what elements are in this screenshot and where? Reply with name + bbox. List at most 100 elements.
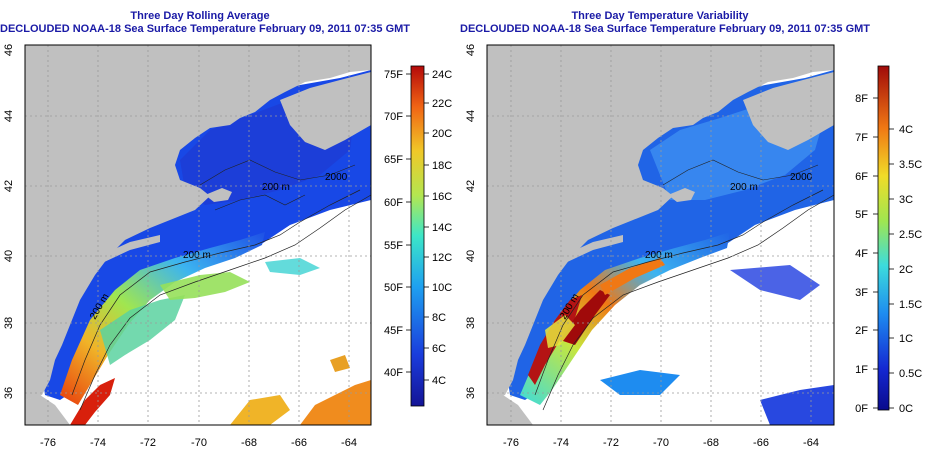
left-map: 200 m 2000 200 m 200 m -76 -74 -72 -70 -… (3, 44, 452, 449)
right-cape-cod (668, 188, 695, 202)
right-ytick: 38 (465, 317, 477, 329)
left-title-line1: Three Day Rolling Average (130, 10, 270, 22)
left-nova-scotia (280, 72, 371, 150)
left-contour-label-3: 200 m (183, 250, 211, 261)
left-title-line2: DECLOUDED NOAA-18 Sea Surface Temperatur… (0, 23, 411, 35)
right-cb-c-label: 0C (899, 403, 913, 415)
right-xtick: -68 (703, 437, 719, 449)
right-ytick: 44 (465, 110, 477, 122)
left-cb-f-label: 65F (384, 154, 403, 166)
right-contour-label-2: 2000 (790, 172, 813, 183)
left-slope-patches (100, 295, 185, 365)
right-cb-f-label: 2F (855, 325, 868, 337)
left-cb-c-label: 12C (432, 252, 452, 264)
right-xtick: -70 (653, 437, 669, 449)
right-sw-patch (600, 370, 680, 395)
left-cb-c-label: 20C (432, 128, 452, 140)
left-cb-c-label: 22C (432, 98, 452, 110)
left-cb-c-label: 18C (432, 160, 452, 172)
left-grid (25, 45, 371, 425)
left-warm-eddy-3 (330, 355, 350, 372)
right-cb-c-label: 1C (899, 333, 913, 345)
left-warm-eddy-2 (230, 395, 290, 425)
right-se-patch (760, 385, 834, 425)
right-contour-200m (534, 189, 824, 396)
right-cb-f-label: 3F (855, 287, 868, 299)
right-cb-c-label: 3.5C (899, 159, 922, 171)
right-xtick: -66 (753, 437, 769, 449)
right-cb-f-label: 7F (855, 132, 868, 144)
left-cyan-patch (265, 258, 320, 275)
left-ytick: 46 (3, 44, 15, 56)
left-xtick: -64 (341, 437, 357, 449)
left-cape-cod (205, 188, 232, 202)
right-cb-f-label: 0F (855, 403, 868, 415)
left-xtick: -66 (291, 437, 307, 449)
right-contour-label-3: 200 m (645, 250, 673, 261)
left-cb-f-label: 70F (384, 111, 403, 123)
left-ytick: 40 (3, 250, 15, 262)
right-cb-c-label: 2C (899, 264, 913, 276)
left-shelf-band (60, 232, 265, 405)
left-ytick: 38 (3, 317, 15, 329)
left-ytick: 36 (3, 387, 15, 399)
right-cb-c-label: 4C (899, 124, 913, 136)
right-x-axis: -76 -74 -72 -70 -68 -66 -64 (503, 437, 819, 449)
right-title: Three Day Temperature Variability DECLOU… (460, 10, 870, 36)
right-ytick: 42 (465, 180, 477, 192)
left-warm-eddy-1 (300, 380, 371, 425)
right-cb-c-label: 1.5C (899, 299, 922, 311)
right-contour-2000 (542, 194, 834, 411)
right-ytick: 46 (465, 44, 477, 56)
left-x-axis: -76 -74 -72 -70 -68 -66 -64 (40, 437, 357, 449)
left-cb-c-label: 6C (432, 343, 446, 355)
right-south-land (487, 395, 533, 425)
left-south-land (25, 395, 70, 425)
left-gulf-stream (70, 378, 115, 425)
left-cb-f-label: 75F (384, 69, 403, 81)
right-map: 200 m 2000 200 m 200 m -76 -74 -72 -70 -… (465, 44, 922, 449)
left-map-frame (24, 44, 372, 426)
left-cb-f-label: 45F (384, 325, 403, 337)
left-land (25, 45, 371, 400)
right-colorbar-ramp (877, 65, 890, 411)
right-land (487, 45, 834, 400)
left-xtick: -76 (40, 437, 56, 449)
left-xtick: -72 (140, 437, 156, 449)
right-colorbar: 8F 7F 6F 5F 4F 3F 2F 1F 0F 4C 3.5C 3C 2.… (855, 65, 922, 415)
left-cb-c-label: 24C (432, 69, 452, 81)
left-cb-c-label: 10C (432, 282, 452, 294)
right-cb-c-label: 0.5C (899, 368, 922, 380)
right-contour-gom (662, 159, 819, 186)
right-cb-f-label: 1F (855, 364, 868, 376)
right-xtick: -76 (503, 437, 519, 449)
left-colorbar-ramp (410, 65, 425, 407)
right-cb-f-label: 6F (855, 171, 868, 183)
left-green-patch (160, 272, 250, 300)
left-cb-c-label: 8C (432, 312, 446, 324)
left-cb-f-label: 55F (384, 240, 403, 252)
right-xtick: -74 (553, 437, 569, 449)
left-contour-label-2: 2000 (325, 172, 348, 183)
right-cb-c-label: 3C (899, 194, 913, 206)
right-y-axis: 46 44 42 40 38 36 (465, 44, 477, 399)
left-cb-c-label: 14C (432, 222, 452, 234)
right-xtick: -64 (803, 437, 819, 449)
right-ytick: 36 (465, 387, 477, 399)
left-xtick: -74 (90, 437, 106, 449)
right-ytick: 40 (465, 250, 477, 262)
left-long-island (95, 235, 160, 264)
left-contour-2000 (79, 194, 371, 411)
left-ytick: 44 (3, 110, 15, 122)
left-xtick: -70 (191, 437, 207, 449)
left-xtick: -68 (241, 437, 257, 449)
left-cb-f-label: 40F (384, 367, 403, 379)
right-contour-label-1: 200 m (730, 182, 758, 193)
left-cb-f-label: 60F (384, 197, 403, 209)
right-cb-c-label: 2.5C (899, 229, 922, 241)
right-title-line1: Three Day Temperature Variability (571, 10, 749, 22)
right-xtick: -72 (603, 437, 619, 449)
left-cb-f-label: 50F (384, 282, 403, 294)
left-title: Three Day Rolling Average DECLOUDED NOAA… (0, 10, 411, 36)
left-cb-c-label: 16C (432, 191, 452, 203)
